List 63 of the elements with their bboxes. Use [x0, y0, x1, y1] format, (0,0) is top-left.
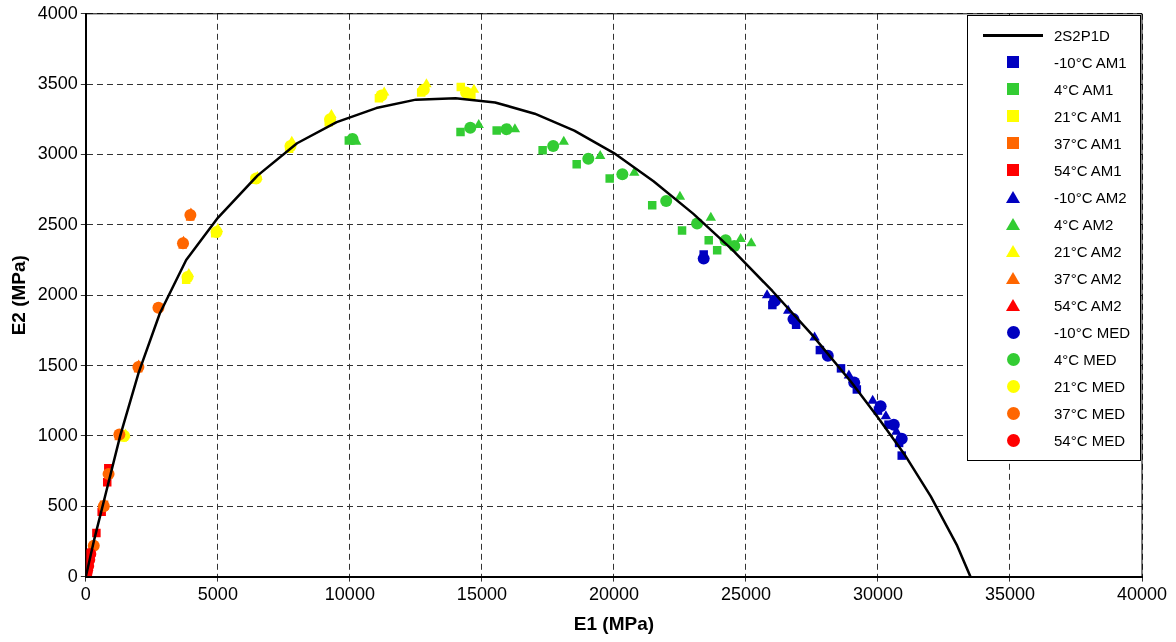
legend-label: 21°C AM2	[1054, 242, 1122, 260]
point	[605, 174, 614, 183]
legend-label: 54°C AM2	[1054, 296, 1122, 314]
point	[874, 400, 887, 413]
y-tick-label: 3000	[37, 143, 78, 164]
point	[538, 146, 547, 155]
point	[616, 168, 629, 181]
point	[705, 211, 717, 221]
point	[746, 237, 757, 247]
x-axis-title: E1 (MPa)	[573, 612, 655, 634]
point	[704, 236, 713, 245]
point	[492, 126, 501, 135]
legend-label: 4°C MED	[1054, 350, 1117, 368]
y-tick-label: 3500	[37, 73, 78, 94]
x-tick-label: 25000	[720, 584, 771, 605]
legend-label: 4°C AM1	[1054, 80, 1114, 98]
legend-label: 4°C AM2	[1054, 215, 1114, 233]
legend-label: -10°C AM2	[1054, 188, 1127, 206]
point	[210, 225, 223, 238]
point	[181, 270, 194, 283]
point	[880, 410, 892, 420]
x-tick-label: 20000	[588, 584, 639, 605]
y-tick-label: 0	[67, 565, 78, 586]
y-tick-label: 2500	[37, 213, 78, 234]
legend-label: 37°C MED	[1054, 404, 1126, 422]
legend-label: 21°C AM1	[1054, 107, 1122, 125]
legend-label: 54°C MED	[1054, 431, 1126, 449]
y-tick-label: 1500	[37, 354, 78, 375]
point	[660, 194, 673, 207]
x-tick-label: 10000	[324, 584, 375, 605]
point	[895, 432, 908, 445]
legend-label: -10°C AM1	[1054, 53, 1127, 71]
point	[346, 133, 359, 146]
x-tick-label: 15000	[456, 584, 507, 605]
x-tick-label: 30000	[852, 584, 903, 605]
legend-label: 37°C AM2	[1054, 269, 1122, 287]
x-tick-label: 5000	[197, 584, 238, 605]
point	[582, 152, 595, 165]
point	[375, 89, 388, 102]
legend-label: 37°C AM1	[1054, 134, 1122, 152]
point	[558, 135, 569, 145]
y-axis-title: E2 (MPa)	[7, 255, 29, 336]
y-tick-label: 4000	[37, 2, 78, 23]
x-tick-label: 35000	[984, 584, 1036, 605]
point	[674, 190, 686, 200]
point	[464, 121, 477, 134]
point	[677, 226, 687, 235]
point	[500, 123, 513, 136]
y-tick-label: 1000	[37, 424, 78, 445]
y-tick-label: 500	[47, 495, 78, 516]
point	[572, 160, 581, 169]
point	[595, 149, 606, 159]
x-tick-label: 40000	[1116, 584, 1168, 605]
point	[417, 83, 430, 96]
x-tick-label: 0	[80, 584, 91, 605]
point	[547, 140, 560, 153]
point	[456, 127, 465, 137]
legend-label: -10°C MED	[1054, 323, 1131, 341]
y-tick-label: 2000	[37, 284, 78, 305]
point	[735, 232, 746, 242]
legend-label: 54°C AM1	[1054, 161, 1122, 179]
legend-label: 21°C MED	[1054, 377, 1126, 395]
legend-label: 2S2P1D	[1054, 26, 1110, 44]
